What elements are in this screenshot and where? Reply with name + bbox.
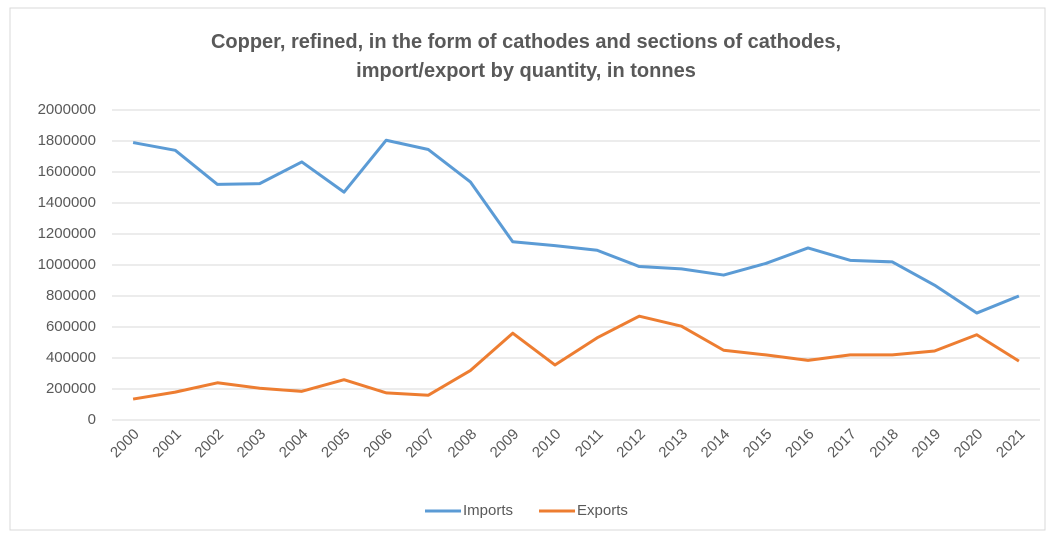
x-tick-label: 2021: [993, 426, 1029, 462]
y-tick-label: 200000: [46, 380, 96, 397]
x-tick-label: 2015: [740, 426, 776, 462]
x-tick-label: 2019: [909, 426, 945, 462]
legend-label: Imports: [463, 502, 513, 519]
x-tick-label: 2000: [107, 426, 143, 462]
line-series: [132, 314, 1020, 401]
x-tick-label: 2004: [276, 426, 312, 462]
y-tick-label: 1400000: [38, 194, 96, 211]
y-tick-label: 800000: [46, 287, 96, 304]
x-tick-label: 2009: [487, 426, 523, 462]
y-tick-label: 600000: [46, 318, 96, 335]
x-tick-label: 2018: [866, 426, 902, 462]
y-tick-label: 1600000: [38, 163, 96, 180]
line-series: [132, 138, 1020, 315]
x-tick-label: 2002: [191, 426, 227, 462]
legend-label: Exports: [577, 502, 628, 519]
y-tick-label: 2000000: [38, 101, 96, 118]
x-tick-label: 2011: [572, 426, 607, 461]
x-tick-label: 2020: [951, 426, 987, 462]
y-tick-label: 1200000: [38, 225, 96, 242]
y-tick-label: 400000: [46, 349, 96, 366]
x-tick-label: 2007: [402, 426, 438, 462]
y-tick-label: 1000000: [38, 256, 96, 273]
x-tick-label: 2001: [149, 426, 185, 462]
x-tick-label: 2016: [782, 426, 818, 462]
x-tick-label: 2012: [613, 426, 649, 462]
x-tick-label: 2017: [824, 426, 860, 462]
chart-border: [9, 7, 1046, 531]
x-tick-label: 2008: [445, 426, 481, 462]
y-tick-label: 0: [88, 411, 96, 428]
chart-title: Copper, refined, in the form of cathodes…: [210, 31, 842, 82]
x-tick-label: 2006: [360, 426, 396, 462]
y-tick-label: 1800000: [38, 132, 96, 149]
x-tick-label: 2014: [698, 426, 734, 462]
x-tick-label: 2005: [318, 426, 354, 462]
x-tick-label: 2003: [234, 426, 270, 462]
x-tick-label: 2013: [655, 426, 691, 462]
x-tick-label: 2010: [529, 426, 565, 462]
